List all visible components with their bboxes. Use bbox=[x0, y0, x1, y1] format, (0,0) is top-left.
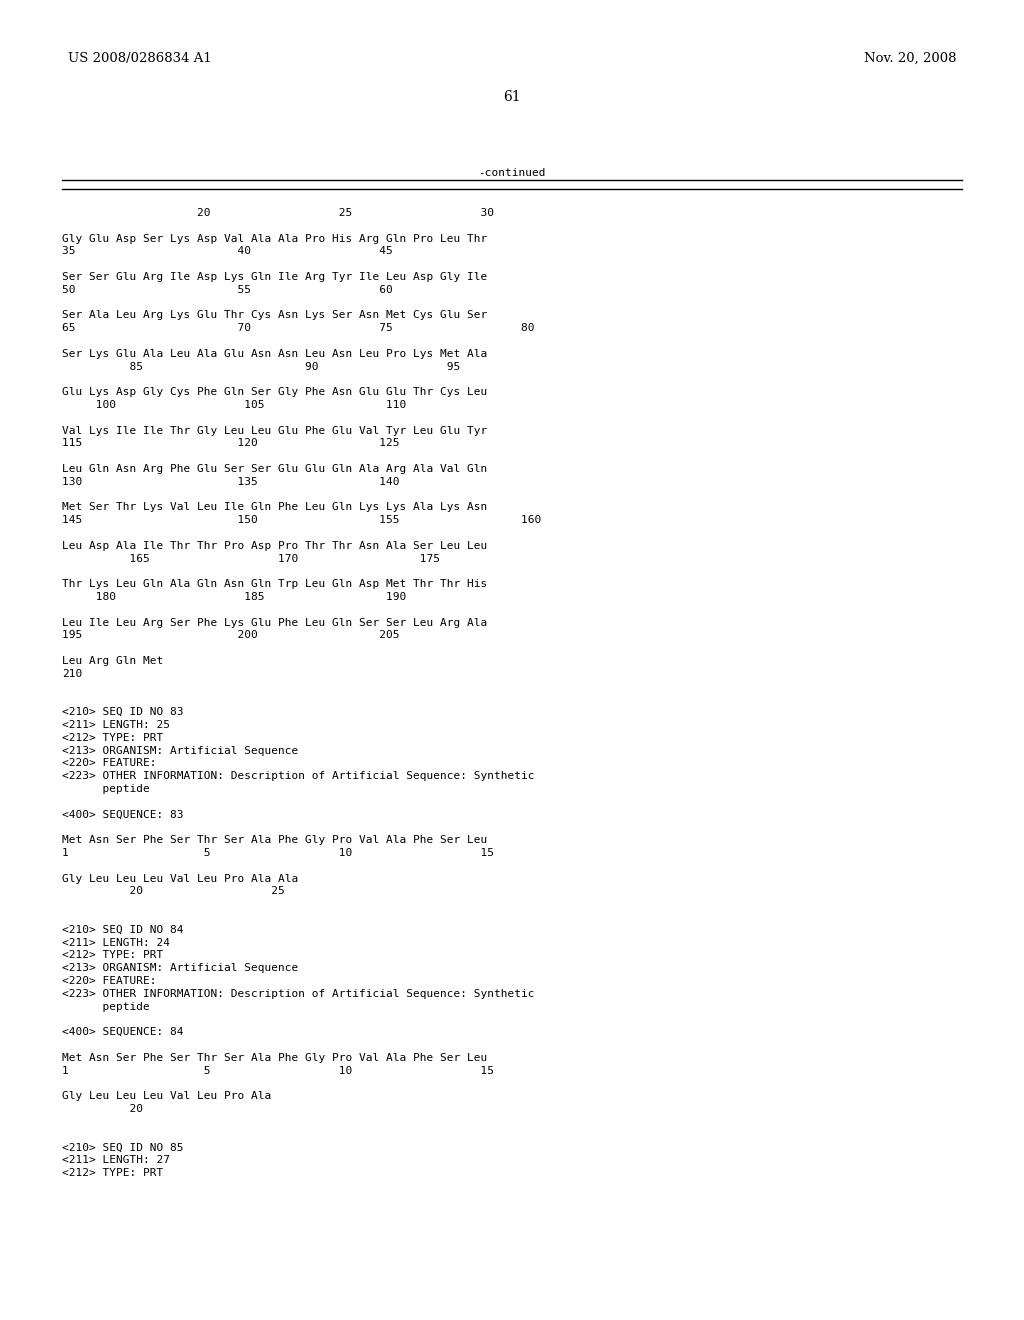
Text: 1                    5                   10                   15: 1 5 10 15 bbox=[62, 847, 494, 858]
Text: 20                   25                   30: 20 25 30 bbox=[62, 209, 494, 218]
Text: <223> OTHER INFORMATION: Description of Artificial Sequence: Synthetic: <223> OTHER INFORMATION: Description of … bbox=[62, 771, 535, 781]
Text: Leu Arg Gln Met: Leu Arg Gln Met bbox=[62, 656, 163, 667]
Text: <220> FEATURE:: <220> FEATURE: bbox=[62, 975, 157, 986]
Text: <212> TYPE: PRT: <212> TYPE: PRT bbox=[62, 733, 163, 743]
Text: Ser Ser Glu Arg Ile Asp Lys Gln Ile Arg Tyr Ile Leu Asp Gly Ile: Ser Ser Glu Arg Ile Asp Lys Gln Ile Arg … bbox=[62, 272, 487, 282]
Text: <223> OTHER INFORMATION: Description of Artificial Sequence: Synthetic: <223> OTHER INFORMATION: Description of … bbox=[62, 989, 535, 999]
Text: <210> SEQ ID NO 84: <210> SEQ ID NO 84 bbox=[62, 925, 183, 935]
Text: Nov. 20, 2008: Nov. 20, 2008 bbox=[863, 51, 956, 65]
Text: 145                       150                  155                  160: 145 150 155 160 bbox=[62, 515, 542, 525]
Text: 165                   170                  175: 165 170 175 bbox=[62, 553, 440, 564]
Text: <212> TYPE: PRT: <212> TYPE: PRT bbox=[62, 950, 163, 961]
Text: peptide: peptide bbox=[62, 1002, 150, 1011]
Text: 85                        90                   95: 85 90 95 bbox=[62, 362, 460, 372]
Text: -continued: -continued bbox=[478, 168, 546, 178]
Text: <210> SEQ ID NO 83: <210> SEQ ID NO 83 bbox=[62, 708, 183, 717]
Text: 65                        70                   75                   80: 65 70 75 80 bbox=[62, 323, 535, 333]
Text: 180                   185                  190: 180 185 190 bbox=[62, 591, 407, 602]
Text: 115                       120                  125: 115 120 125 bbox=[62, 438, 399, 449]
Text: US 2008/0286834 A1: US 2008/0286834 A1 bbox=[68, 51, 212, 65]
Text: <211> LENGTH: 27: <211> LENGTH: 27 bbox=[62, 1155, 170, 1166]
Text: <213> ORGANISM: Artificial Sequence: <213> ORGANISM: Artificial Sequence bbox=[62, 964, 298, 973]
Text: Ser Ala Leu Arg Lys Glu Thr Cys Asn Lys Ser Asn Met Cys Glu Ser: Ser Ala Leu Arg Lys Glu Thr Cys Asn Lys … bbox=[62, 310, 487, 321]
Text: Leu Asp Ala Ile Thr Thr Pro Asp Pro Thr Thr Asn Ala Ser Leu Leu: Leu Asp Ala Ile Thr Thr Pro Asp Pro Thr … bbox=[62, 541, 487, 550]
Text: Met Asn Ser Phe Ser Thr Ser Ala Phe Gly Pro Val Ala Phe Ser Leu: Met Asn Ser Phe Ser Thr Ser Ala Phe Gly … bbox=[62, 836, 487, 845]
Text: Leu Ile Leu Arg Ser Phe Lys Glu Phe Leu Gln Ser Ser Leu Arg Ala: Leu Ile Leu Arg Ser Phe Lys Glu Phe Leu … bbox=[62, 618, 487, 627]
Text: <400> SEQUENCE: 84: <400> SEQUENCE: 84 bbox=[62, 1027, 183, 1038]
Text: <220> FEATURE:: <220> FEATURE: bbox=[62, 759, 157, 768]
Text: 130                       135                  140: 130 135 140 bbox=[62, 477, 399, 487]
Text: Val Lys Ile Ile Thr Gly Leu Leu Glu Phe Glu Val Tyr Leu Glu Tyr: Val Lys Ile Ile Thr Gly Leu Leu Glu Phe … bbox=[62, 425, 487, 436]
Text: peptide: peptide bbox=[62, 784, 150, 795]
Text: Thr Lys Leu Gln Ala Gln Asn Gln Trp Leu Gln Asp Met Thr Thr His: Thr Lys Leu Gln Ala Gln Asn Gln Trp Leu … bbox=[62, 579, 487, 589]
Text: 100                   105                  110: 100 105 110 bbox=[62, 400, 407, 411]
Text: Leu Gln Asn Arg Phe Glu Ser Ser Glu Glu Gln Ala Arg Ala Val Gln: Leu Gln Asn Arg Phe Glu Ser Ser Glu Glu … bbox=[62, 465, 487, 474]
Text: Gly Glu Asp Ser Lys Asp Val Ala Ala Pro His Arg Gln Pro Leu Thr: Gly Glu Asp Ser Lys Asp Val Ala Ala Pro … bbox=[62, 234, 487, 244]
Text: Ser Lys Glu Ala Leu Ala Glu Asn Asn Leu Asn Leu Pro Lys Met Ala: Ser Lys Glu Ala Leu Ala Glu Asn Asn Leu … bbox=[62, 348, 487, 359]
Text: Gly Leu Leu Leu Val Leu Pro Ala Ala: Gly Leu Leu Leu Val Leu Pro Ala Ala bbox=[62, 874, 298, 883]
Text: 61: 61 bbox=[503, 90, 521, 104]
Text: <213> ORGANISM: Artificial Sequence: <213> ORGANISM: Artificial Sequence bbox=[62, 746, 298, 755]
Text: 210: 210 bbox=[62, 669, 82, 678]
Text: Met Asn Ser Phe Ser Thr Ser Ala Phe Gly Pro Val Ala Phe Ser Leu: Met Asn Ser Phe Ser Thr Ser Ala Phe Gly … bbox=[62, 1053, 487, 1063]
Text: 195                       200                  205: 195 200 205 bbox=[62, 631, 399, 640]
Text: <212> TYPE: PRT: <212> TYPE: PRT bbox=[62, 1168, 163, 1177]
Text: 50                        55                   60: 50 55 60 bbox=[62, 285, 393, 294]
Text: Met Ser Thr Lys Val Leu Ile Gln Phe Leu Gln Lys Lys Ala Lys Asn: Met Ser Thr Lys Val Leu Ile Gln Phe Leu … bbox=[62, 503, 487, 512]
Text: <211> LENGTH: 24: <211> LENGTH: 24 bbox=[62, 937, 170, 948]
Text: Gly Leu Leu Leu Val Leu Pro Ala: Gly Leu Leu Leu Val Leu Pro Ala bbox=[62, 1092, 271, 1101]
Text: 20                   25: 20 25 bbox=[62, 887, 285, 896]
Text: <400> SEQUENCE: 83: <400> SEQUENCE: 83 bbox=[62, 809, 183, 820]
Text: 20: 20 bbox=[62, 1104, 143, 1114]
Text: <210> SEQ ID NO 85: <210> SEQ ID NO 85 bbox=[62, 1142, 183, 1152]
Text: <211> LENGTH: 25: <211> LENGTH: 25 bbox=[62, 719, 170, 730]
Text: Glu Lys Asp Gly Cys Phe Gln Ser Gly Phe Asn Glu Glu Thr Cys Leu: Glu Lys Asp Gly Cys Phe Gln Ser Gly Phe … bbox=[62, 387, 487, 397]
Text: 1                    5                   10                   15: 1 5 10 15 bbox=[62, 1065, 494, 1076]
Text: 35                        40                   45: 35 40 45 bbox=[62, 247, 393, 256]
